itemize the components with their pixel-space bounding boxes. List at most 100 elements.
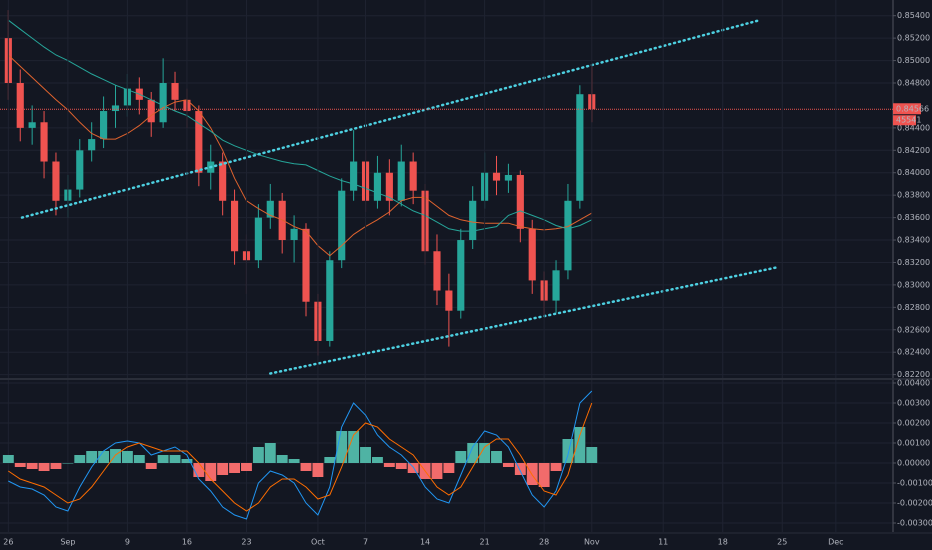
candle-body (278, 200, 286, 241)
candle-body (230, 200, 239, 252)
histogram-bar (169, 455, 181, 463)
candle-body (88, 139, 96, 151)
y-tick-label: -0.00100 (897, 479, 932, 488)
histogram-bar (348, 431, 360, 463)
candle-body (445, 290, 453, 311)
histogram-bar (383, 463, 395, 467)
candle-body (516, 174, 524, 229)
histogram-bar (26, 463, 38, 469)
histogram-bar (157, 455, 169, 463)
y-tick-label: 0.00100 (897, 439, 930, 448)
histogram-bar (145, 463, 157, 469)
x-tick-label: Nov (584, 538, 600, 547)
histogram-bar (395, 463, 407, 469)
histogram-bar (62, 463, 74, 464)
histogram-bar (431, 463, 443, 479)
y-tick-label: 0.82800 (897, 303, 930, 312)
candle-body (504, 174, 512, 181)
x-tick-label: 23 (241, 538, 251, 547)
x-tick-label: 26 (3, 538, 13, 547)
y-tick-label: 0.00400 (897, 379, 930, 388)
x-tick-label: 11 (658, 538, 668, 547)
histogram-bar (74, 455, 86, 463)
y-tick-label: -0.00300 (897, 519, 932, 528)
histogram-bar (336, 431, 348, 463)
moving-average (7, 54, 593, 257)
histogram-bar (514, 463, 526, 475)
histogram-bar (229, 463, 241, 473)
candle-body (219, 161, 227, 201)
candle-body (40, 122, 48, 162)
candle-body (528, 228, 536, 281)
histogram-bar (50, 463, 62, 469)
y-tick-label: 0.85200 (897, 34, 930, 43)
candle-body (76, 150, 84, 190)
y-tick-label: 0.83400 (897, 236, 930, 245)
histogram-bar (193, 463, 205, 477)
y-tick-label: 0.82400 (897, 348, 930, 357)
x-tick-label: 21 (480, 538, 490, 547)
candle-body (111, 105, 120, 112)
x-tick-label: Oct (311, 538, 325, 547)
histogram-bar (574, 427, 586, 463)
x-tick-label: 28 (539, 538, 549, 547)
trend-line (20, 18, 761, 219)
histogram-bar (2, 455, 14, 463)
last-price-label: 0.84566 (896, 105, 929, 114)
candle-body (290, 228, 298, 241)
y-tick-label: 0.82600 (897, 325, 930, 334)
histogram-bar (217, 463, 229, 475)
candle-body (564, 200, 572, 271)
histogram-bar (14, 463, 26, 467)
y-tick-label: 0.84800 (897, 79, 930, 88)
x-tick-label: 9 (125, 538, 130, 547)
histogram-bar (407, 463, 419, 473)
histogram-bar (324, 457, 336, 463)
candle-body (100, 111, 108, 140)
candle-body (373, 172, 382, 201)
oscillator-line (8, 390, 593, 520)
y-tick-label: 0.82200 (897, 370, 930, 379)
candle-body (338, 190, 346, 261)
y-tick-label: 0.85400 (897, 11, 930, 20)
candle-body (302, 228, 310, 302)
y-tick-label: 0.83600 (897, 213, 930, 222)
histogram-bar (502, 463, 514, 467)
histogram-bar (300, 463, 312, 471)
candle-body (433, 251, 441, 291)
histogram-bar (538, 463, 550, 487)
candle-body (52, 161, 60, 201)
y-tick-label: 0.84400 (897, 123, 930, 132)
histogram-bar (360, 447, 371, 463)
histogram-bar (371, 457, 383, 463)
histogram-bar (312, 463, 324, 477)
y-tick-label: -0.00200 (897, 499, 932, 508)
trend-line (269, 265, 780, 375)
y-tick-label: 0.83800 (897, 191, 930, 200)
x-tick-label: Sep (60, 538, 75, 547)
x-tick-label: Dec (828, 538, 843, 547)
candle-body (28, 122, 36, 128)
histogram-bar (467, 443, 479, 463)
oscillator-line (8, 402, 593, 512)
moving-average (7, 19, 593, 232)
countdown-box (893, 115, 916, 126)
histogram-bar (110, 449, 121, 463)
histogram-bar (86, 451, 98, 463)
candle-body (576, 94, 584, 201)
histogram-bar (241, 463, 252, 471)
histogram-bar (491, 451, 502, 463)
candle-body (266, 200, 274, 218)
last-price-box (893, 103, 921, 115)
histogram-bar (562, 439, 574, 463)
candle-body (254, 217, 262, 261)
histogram-bar (181, 459, 193, 463)
x-tick-label: 14 (420, 538, 430, 547)
y-tick-label: 0.83200 (897, 258, 930, 267)
candle-body (326, 260, 334, 341)
histogram-bar (288, 459, 300, 463)
y-tick-label: 0.85000 (897, 56, 930, 65)
histogram-bar (121, 451, 133, 463)
x-tick-label: 25 (777, 538, 787, 547)
